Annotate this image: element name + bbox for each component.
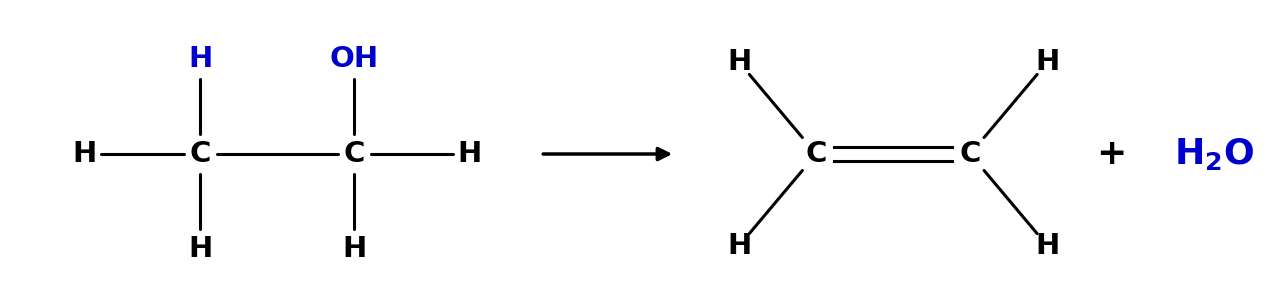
Text: H: H [1035, 232, 1060, 260]
Text: H: H [188, 235, 212, 263]
Text: $\mathregular{H_2O}$: $\mathregular{H_2O}$ [1174, 136, 1254, 172]
Text: H: H [188, 45, 212, 73]
Text: H: H [727, 232, 751, 260]
Text: C: C [805, 140, 827, 168]
Text: +: + [1096, 137, 1127, 171]
Text: H: H [73, 140, 96, 168]
Text: C: C [343, 140, 365, 168]
Text: C: C [189, 140, 211, 168]
Text: C: C [959, 140, 981, 168]
Text: H: H [727, 48, 751, 76]
Text: H: H [342, 235, 367, 263]
Text: H: H [1035, 48, 1060, 76]
Text: OH: OH [329, 45, 379, 73]
Text: H: H [458, 140, 482, 168]
